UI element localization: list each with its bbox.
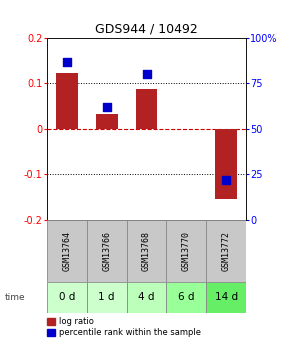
Text: time: time [4, 293, 25, 302]
Text: 0 d: 0 d [59, 293, 75, 303]
Bar [215, 129, 237, 199]
Bar [87, 282, 127, 313]
Text: 6 d: 6 d [178, 293, 195, 303]
Bar [87, 219, 127, 282]
Bar [96, 114, 117, 129]
Bar [166, 219, 206, 282]
Text: 14 d: 14 d [215, 293, 238, 303]
Bar [206, 219, 246, 282]
Bar [166, 282, 206, 313]
Bar [47, 219, 87, 282]
Point [144, 71, 149, 77]
Text: GSM13764: GSM13764 [62, 231, 71, 271]
Text: 1 d: 1 d [98, 293, 115, 303]
Bar [47, 282, 87, 313]
Bar [127, 219, 166, 282]
Text: GSM13766: GSM13766 [102, 231, 111, 271]
Bar [206, 282, 246, 313]
Text: 4 d: 4 d [138, 293, 155, 303]
Bar [136, 89, 157, 129]
Text: GSM13770: GSM13770 [182, 231, 191, 271]
Point [64, 59, 69, 64]
Point [104, 104, 109, 110]
Text: GSM13772: GSM13772 [222, 231, 231, 271]
Text: GSM13768: GSM13768 [142, 231, 151, 271]
Bar [127, 282, 166, 313]
Bar [56, 73, 78, 129]
Legend: log ratio, percentile rank within the sample: log ratio, percentile rank within the sa… [47, 317, 201, 337]
Point [224, 177, 229, 183]
Text: GDS944 / 10492: GDS944 / 10492 [95, 23, 198, 36]
